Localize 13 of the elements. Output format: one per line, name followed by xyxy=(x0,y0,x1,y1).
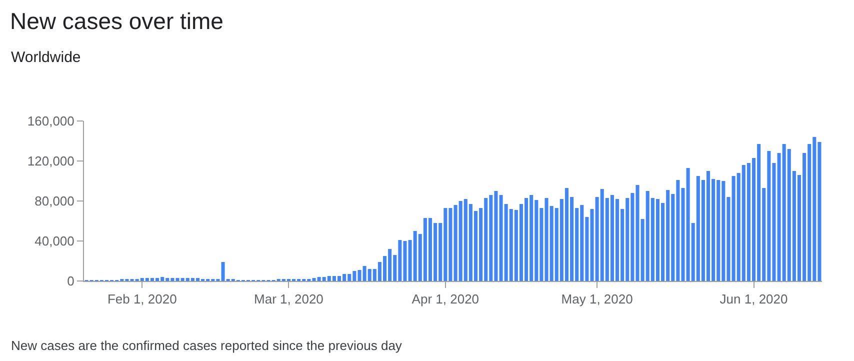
y-tick-label: 80,000 xyxy=(34,194,74,209)
y-tick-label: 40,000 xyxy=(34,234,74,249)
y-tick-label: 160,000 xyxy=(27,114,74,129)
x-tick-label: Mar 1, 2020 xyxy=(254,292,324,307)
x-tick-label: May 1, 2020 xyxy=(561,292,633,307)
x-tick-label: Feb 1, 2020 xyxy=(107,292,177,307)
text: New cases are the confirmed cases reported since the previous day xyxy=(11,338,402,353)
x-tick-label: Jun 1, 2020 xyxy=(720,292,788,307)
x-tick-label: Apr 1, 2020 xyxy=(412,292,480,307)
y-tick-label: 120,000 xyxy=(27,154,74,169)
chart-subtitle: Worldwide xyxy=(11,49,81,66)
y-tick-label: 0 xyxy=(67,274,74,289)
chart-title: New cases over time xyxy=(10,8,224,34)
